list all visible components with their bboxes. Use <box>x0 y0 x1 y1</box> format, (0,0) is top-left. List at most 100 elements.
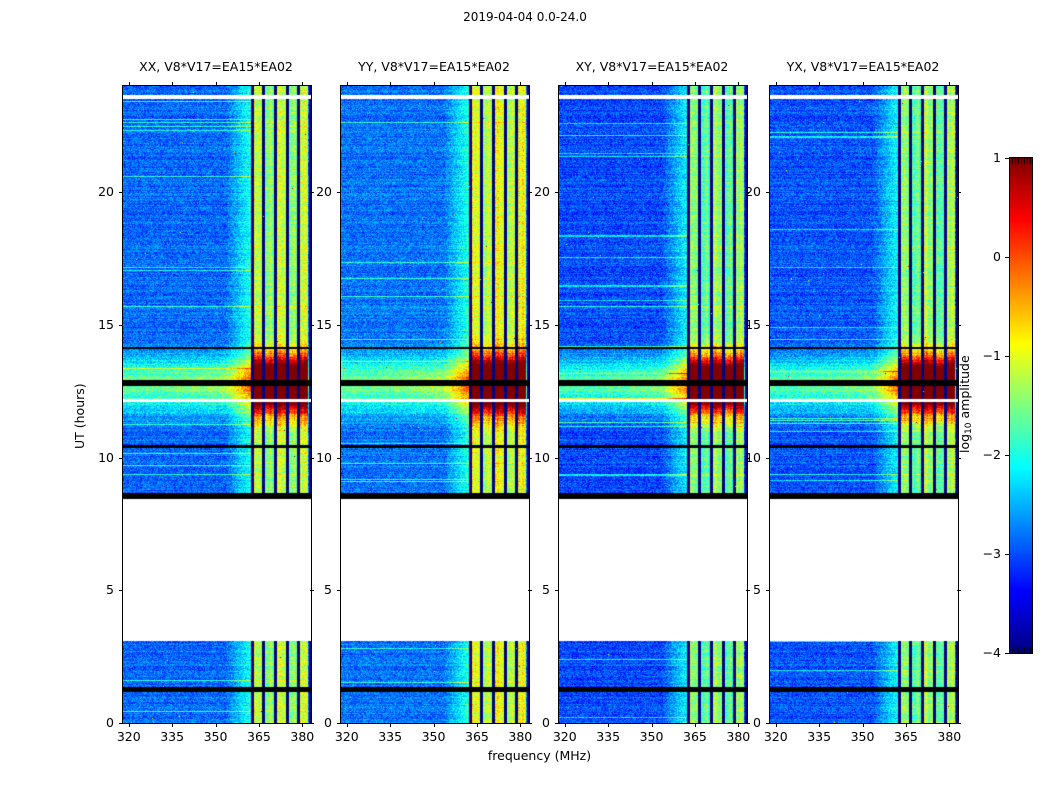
y-tick-mark <box>337 590 341 592</box>
y-tick-mark-right <box>310 590 314 592</box>
x-tick-label: 320 <box>116 729 141 744</box>
y-tick-mark-right <box>746 457 750 459</box>
x-tick-label: 350 <box>203 729 228 744</box>
y-tick-mark-right <box>310 457 314 459</box>
x-tick-mark <box>949 723 951 727</box>
panel-title-xy: XY, V8*V17=EA15*EA02 <box>575 59 729 74</box>
x-tick-label: 335 <box>160 729 185 744</box>
x-tick-mark-top <box>128 82 130 86</box>
y-tick-label: 5 <box>753 582 761 598</box>
y-tick-mark-right <box>310 723 314 724</box>
x-tick-mark-top <box>949 82 951 86</box>
y-tick-mark <box>119 590 123 592</box>
y-tick-mark-right <box>528 590 532 592</box>
x-tick-mark-top <box>346 82 348 86</box>
panel-title-xx: XX, V8*V17=EA15*EA02 <box>139 59 293 74</box>
x-tick-mark-top <box>215 82 217 86</box>
colorbar-tick-mark <box>1005 455 1010 456</box>
x-tick-mark <box>651 723 653 727</box>
x-tick-mark <box>862 723 864 727</box>
x-tick-mark <box>819 723 821 727</box>
spectrogram-panel-yy[interactable] <box>340 85 530 724</box>
colorbar-label: log10 amplitude <box>957 354 974 453</box>
y-tick-label: 20 <box>534 184 550 200</box>
y-tick-mark <box>119 324 123 326</box>
x-tick-label: 380 <box>937 729 962 744</box>
y-tick-label: 0 <box>106 715 114 730</box>
y-tick-mark <box>119 457 123 459</box>
spectrogram-panel-yx[interactable] <box>769 85 959 724</box>
x-tick-mark <box>346 723 348 727</box>
x-tick-mark-top <box>694 82 696 86</box>
x-tick-mark-top <box>476 82 478 86</box>
y-tick-mark-right <box>746 590 750 592</box>
y-tick-mark <box>766 590 770 592</box>
x-tick-mark-top <box>433 82 435 86</box>
spectrogram-panel-xx[interactable] <box>122 85 312 724</box>
y-tick-mark <box>766 723 770 724</box>
colorbar-tick-mark <box>1005 257 1010 258</box>
y-tick-mark <box>555 723 559 724</box>
x-tick-mark <box>738 723 740 727</box>
y-tick-mark-right <box>746 324 750 326</box>
x-tick-mark <box>433 723 435 727</box>
panel-title-yy: YY, V8*V17=EA15*EA02 <box>358 59 510 74</box>
x-tick-label: 350 <box>639 729 664 744</box>
x-tick-label: 335 <box>807 729 832 744</box>
y-tick-mark-right <box>528 192 532 194</box>
y-tick-mark <box>555 192 559 194</box>
x-tick-mark <box>302 723 304 727</box>
x-tick-label: 320 <box>552 729 577 744</box>
y-tick-label: 0 <box>753 715 761 730</box>
colorbar-tick-label: 1 <box>993 150 1001 165</box>
y-tick-mark-right <box>957 457 961 459</box>
x-tick-mark <box>775 723 777 727</box>
x-tick-label: 365 <box>894 729 918 744</box>
y-tick-label: 10 <box>316 449 332 465</box>
x-tick-mark <box>608 723 610 727</box>
y-tick-mark <box>766 324 770 326</box>
x-tick-label: 365 <box>683 729 707 744</box>
y-tick-mark-right <box>310 324 314 326</box>
x-tick-label: 320 <box>334 729 359 744</box>
x-tick-mark-top <box>862 82 864 86</box>
x-tick-label: 380 <box>290 729 315 744</box>
colorbar-tick-label: −1 <box>982 348 1001 363</box>
x-tick-mark-top <box>738 82 740 86</box>
y-tick-mark <box>337 723 341 724</box>
spectrogram-panel-xy[interactable] <box>558 85 748 724</box>
y-tick-mark <box>766 192 770 194</box>
y-tick-mark <box>555 457 559 459</box>
x-tick-label: 380 <box>508 729 533 744</box>
y-tick-mark <box>337 324 341 326</box>
y-tick-label: 15 <box>534 316 550 332</box>
figure-suptitle: 2019-04-04 0.0-24.0 <box>463 10 587 24</box>
x-tick-mark-top <box>258 82 260 86</box>
y-axis-label: UT (hours) <box>72 382 87 449</box>
x-tick-label: 350 <box>421 729 446 744</box>
x-tick-mark <box>258 723 260 727</box>
y-tick-label: 15 <box>98 316 114 332</box>
y-tick-mark <box>337 457 341 459</box>
y-tick-label: 10 <box>534 449 550 465</box>
x-tick-mark <box>390 723 392 727</box>
colorbar-tick-mark <box>1005 158 1010 159</box>
colorbar-tick-mark <box>1005 554 1010 555</box>
colorbar-gradient <box>1010 158 1032 653</box>
y-tick-mark-right <box>528 723 532 724</box>
colorbar-tick-label: 0 <box>993 249 1001 264</box>
y-tick-label: 10 <box>745 449 761 465</box>
x-tick-label: 335 <box>596 729 621 744</box>
y-tick-mark-right <box>528 324 532 326</box>
x-tick-label: 365 <box>465 729 489 744</box>
colorbar-tick-mark <box>1005 356 1010 357</box>
y-tick-mark <box>119 192 123 194</box>
y-tick-label: 5 <box>106 582 114 598</box>
x-axis-label: frequency (MHz) <box>487 748 592 763</box>
y-tick-label: 10 <box>98 449 114 465</box>
x-tick-label: 365 <box>247 729 271 744</box>
spectrogram-image-xx <box>123 86 311 723</box>
y-tick-label: 20 <box>316 184 332 200</box>
y-tick-mark-right <box>746 192 750 194</box>
